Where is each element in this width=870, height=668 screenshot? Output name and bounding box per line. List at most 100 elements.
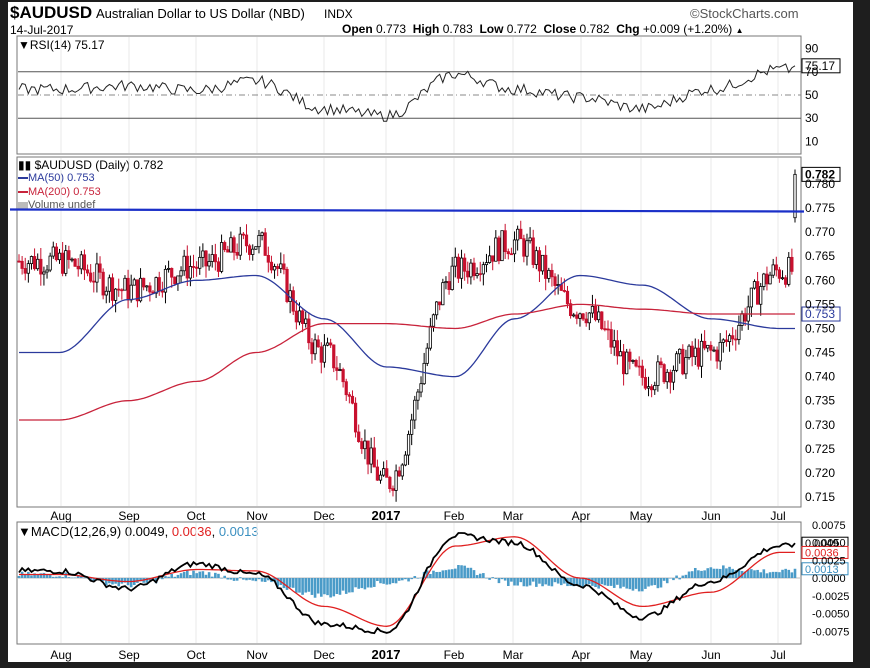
price-tick-label: 0.740 (805, 370, 835, 384)
candle-body (23, 268, 27, 274)
macd-histogram-bar (30, 575, 33, 578)
candle-body (472, 262, 476, 277)
macd-histogram-bar (644, 578, 647, 589)
macd-histogram-bar (267, 578, 270, 581)
candle-body (578, 313, 582, 319)
macd-histogram-bar (600, 578, 604, 585)
macd-histogram-bar (185, 570, 189, 578)
macd-histogram-bar (39, 573, 43, 578)
candle-body (790, 256, 794, 272)
macd-histogram-bar (161, 578, 164, 580)
candle-body (304, 318, 308, 324)
candle-body (734, 338, 738, 341)
macd-histogram-bar (429, 573, 432, 578)
candle-body (378, 474, 383, 481)
macd-histogram-bar (591, 578, 594, 586)
candle-body (26, 263, 30, 274)
macd-histogram-bar (547, 578, 551, 586)
candle-body (752, 281, 757, 289)
ma200-legend: MA(200) 0.753 (18, 186, 101, 198)
macd-histogram-bar (301, 578, 304, 595)
candle-body (646, 386, 651, 389)
candle-body (272, 266, 277, 271)
candle-body (562, 290, 566, 292)
macd-histogram-bar (385, 578, 389, 585)
candle-body (665, 371, 669, 383)
macd-histogram-bar (73, 577, 77, 579)
macd-histogram-bar (192, 570, 195, 578)
candle-body (528, 237, 532, 242)
rsi-tick-label: 70 (805, 65, 819, 79)
macd-histogram-bar (718, 568, 722, 578)
candle-body (114, 288, 118, 301)
macd-histogram-bar (61, 577, 64, 578)
macd-histogram-bar (771, 571, 775, 578)
candle-body (117, 288, 121, 291)
macd-histogram-bar (51, 576, 55, 578)
macd-histogram-bar (768, 572, 772, 578)
macd-histogram-bar (675, 575, 678, 578)
macd-histogram-bar (298, 578, 301, 593)
candle-body (693, 347, 697, 358)
candle-body (506, 251, 510, 255)
candle-body (537, 250, 542, 272)
macd-histogram-bar (737, 569, 741, 578)
macd-histogram-bar (263, 578, 267, 582)
candle-body (459, 257, 464, 279)
macd-histogram-bar (513, 578, 516, 586)
candle-body (587, 312, 591, 324)
scroll-up-icon[interactable]: ▲ (735, 26, 744, 35)
candle-body (709, 344, 713, 351)
candle-body (584, 318, 588, 324)
macd-histogram-bar (488, 578, 491, 580)
candle-body (656, 361, 660, 386)
macd-histogram-bar (316, 578, 320, 594)
macd-histogram-bar (510, 578, 513, 582)
candle-body (721, 339, 725, 343)
macd-histogram-bar (354, 578, 357, 588)
candle-body (690, 345, 694, 358)
macd-histogram-bar (179, 573, 183, 578)
candle-body (195, 266, 199, 269)
macd-histogram-bar (454, 568, 457, 578)
rsi-arrow-icon: ▼ (18, 38, 30, 52)
candle-body (170, 267, 174, 278)
candle-body (678, 348, 682, 355)
macd-histogram-bar (164, 576, 167, 578)
candle-body (687, 345, 691, 358)
macd-x-tick-label: Jun (701, 648, 720, 662)
candle-body (662, 364, 666, 383)
candle-body (179, 270, 183, 277)
candle-body (176, 275, 180, 285)
macd-histogram-bar (778, 572, 781, 578)
candle-body (512, 239, 517, 255)
candle-body (279, 263, 283, 269)
candle-body (85, 269, 90, 274)
macd-histogram-bar (734, 570, 738, 578)
macd-histogram-bar (210, 576, 214, 578)
candle-body (138, 277, 143, 302)
macd-histogram-bar (563, 578, 566, 584)
candle-body (550, 269, 554, 278)
macd-histogram-bar (743, 571, 747, 578)
macd-histogram-bar (304, 578, 308, 593)
candle-body (257, 235, 261, 248)
candle-body (659, 361, 663, 366)
candle-body (123, 277, 127, 291)
candle-body (98, 263, 102, 273)
macd-histogram-bar (104, 578, 108, 586)
macd-histogram-bar (450, 569, 454, 578)
candle-body (631, 360, 635, 362)
macd-histogram-bar (245, 578, 248, 581)
candle-body (590, 305, 595, 314)
candle-body (276, 266, 280, 269)
macd-histogram-bar (397, 578, 401, 581)
macd-histogram-bar (413, 576, 417, 578)
candle-body (166, 267, 171, 270)
macd-histogram-bar (357, 578, 360, 589)
macd-histogram-bar (765, 573, 769, 578)
macd-x-tick-label: Jul (770, 648, 785, 662)
macd-histogram-bar (466, 567, 470, 578)
candle-body (516, 228, 520, 241)
candle-body (51, 246, 55, 257)
